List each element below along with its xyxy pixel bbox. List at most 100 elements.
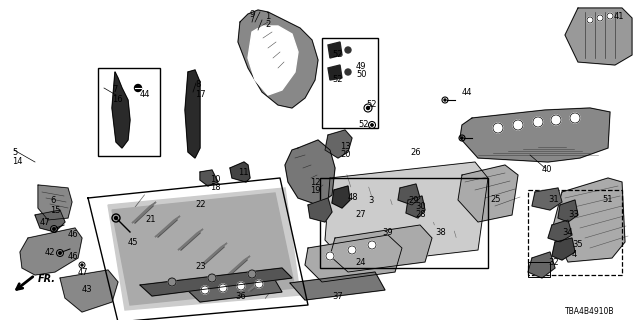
Text: 42: 42 <box>45 248 56 257</box>
Polygon shape <box>238 10 318 108</box>
Text: 32: 32 <box>548 258 559 267</box>
Text: 45: 45 <box>128 238 138 247</box>
Polygon shape <box>325 130 352 158</box>
Circle shape <box>493 123 503 133</box>
Text: 40: 40 <box>542 165 552 174</box>
Bar <box>322 38 378 128</box>
Polygon shape <box>332 186 350 208</box>
Text: 52: 52 <box>332 50 342 59</box>
Text: 10: 10 <box>210 175 221 184</box>
Circle shape <box>348 246 356 254</box>
Text: 47: 47 <box>78 268 88 277</box>
Polygon shape <box>108 188 300 310</box>
Text: 6: 6 <box>50 196 56 205</box>
Polygon shape <box>60 270 118 312</box>
Text: 20: 20 <box>340 150 351 159</box>
Polygon shape <box>548 220 572 242</box>
Polygon shape <box>38 185 72 220</box>
Text: 38: 38 <box>435 228 445 237</box>
Circle shape <box>59 252 61 254</box>
Text: 1: 1 <box>265 12 270 21</box>
Circle shape <box>461 137 463 139</box>
Polygon shape <box>248 270 274 291</box>
Circle shape <box>570 113 580 123</box>
Polygon shape <box>202 243 227 264</box>
Polygon shape <box>285 140 335 205</box>
Text: 27: 27 <box>355 210 365 219</box>
Text: 9: 9 <box>250 10 255 19</box>
Bar <box>528 262 550 277</box>
Text: TBA4B4910B: TBA4B4910B <box>565 308 615 316</box>
Circle shape <box>201 286 209 294</box>
Polygon shape <box>20 228 82 275</box>
Bar <box>98 68 160 156</box>
Text: 51: 51 <box>602 195 612 204</box>
Polygon shape <box>328 42 342 58</box>
Polygon shape <box>248 26 298 95</box>
Polygon shape <box>230 162 250 182</box>
Text: 15: 15 <box>50 206 61 215</box>
Circle shape <box>607 13 613 19</box>
Text: 4: 4 <box>572 250 577 259</box>
Circle shape <box>587 17 593 23</box>
Polygon shape <box>140 268 292 296</box>
Text: 18: 18 <box>210 183 221 192</box>
Polygon shape <box>552 238 575 260</box>
Text: 35: 35 <box>572 240 582 249</box>
Polygon shape <box>528 252 555 278</box>
Text: 8: 8 <box>195 80 200 89</box>
Polygon shape <box>178 229 203 250</box>
Text: 29: 29 <box>408 196 419 205</box>
Text: 30: 30 <box>415 202 426 211</box>
Text: 26: 26 <box>410 148 420 157</box>
Polygon shape <box>328 65 342 80</box>
Polygon shape <box>565 8 632 65</box>
Circle shape <box>52 228 55 230</box>
Text: 12: 12 <box>310 178 321 187</box>
Circle shape <box>248 270 256 278</box>
Text: 21: 21 <box>145 215 156 224</box>
Text: 25: 25 <box>490 195 500 204</box>
Text: 41: 41 <box>614 12 625 21</box>
Text: 16: 16 <box>112 95 123 104</box>
Circle shape <box>371 124 373 126</box>
Text: 3: 3 <box>368 196 373 205</box>
Text: 34: 34 <box>562 228 573 237</box>
Text: 22: 22 <box>195 200 205 209</box>
Circle shape <box>326 252 334 260</box>
Circle shape <box>115 217 118 220</box>
Text: 52: 52 <box>332 75 342 84</box>
Text: 31: 31 <box>548 195 559 204</box>
Polygon shape <box>290 272 385 300</box>
Circle shape <box>533 117 543 127</box>
Polygon shape <box>155 216 180 237</box>
Circle shape <box>551 115 561 125</box>
Circle shape <box>513 120 523 130</box>
Circle shape <box>367 107 369 109</box>
Polygon shape <box>305 235 402 282</box>
Circle shape <box>219 284 227 292</box>
Text: 13: 13 <box>340 142 351 151</box>
Circle shape <box>81 264 83 266</box>
Text: 23: 23 <box>195 262 205 271</box>
Polygon shape <box>398 184 420 205</box>
Polygon shape <box>35 210 65 232</box>
Polygon shape <box>558 200 578 222</box>
Text: 46: 46 <box>68 230 79 239</box>
Polygon shape <box>325 162 488 265</box>
Text: 46: 46 <box>68 252 79 261</box>
Polygon shape <box>460 108 610 162</box>
Text: 52: 52 <box>366 100 376 109</box>
Text: 44: 44 <box>140 90 150 99</box>
Polygon shape <box>330 225 432 272</box>
Text: FR.: FR. <box>38 274 56 284</box>
Circle shape <box>208 274 216 282</box>
Polygon shape <box>308 198 332 222</box>
Text: 36: 36 <box>235 292 246 301</box>
Text: 50: 50 <box>356 70 367 79</box>
Circle shape <box>237 282 245 290</box>
Text: 39: 39 <box>382 228 392 237</box>
Text: 11: 11 <box>238 168 248 177</box>
Polygon shape <box>200 170 218 186</box>
Circle shape <box>255 280 263 288</box>
